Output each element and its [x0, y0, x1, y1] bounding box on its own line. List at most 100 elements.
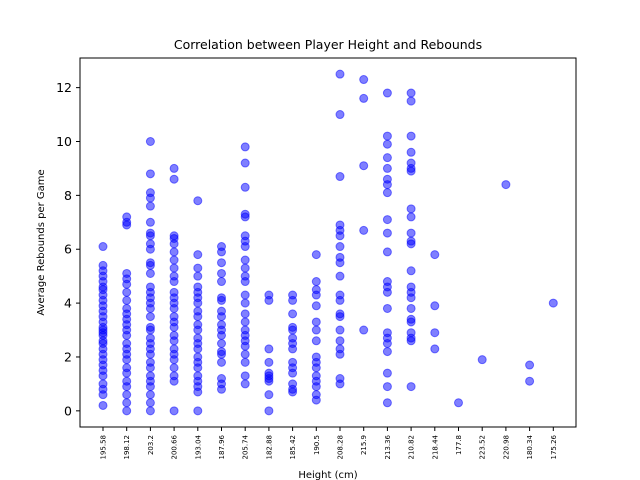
data-point [145, 231, 155, 241]
chart-title: Correlation between Player Height and Re… [174, 37, 482, 52]
data-point [406, 88, 416, 98]
data-point [145, 406, 155, 416]
data-point [406, 228, 416, 238]
data-point [98, 390, 108, 400]
data-point [382, 180, 392, 190]
data-point [264, 357, 274, 367]
data-point [240, 298, 250, 308]
data-point [240, 277, 250, 287]
x-tick-label: 213.36 [384, 434, 392, 459]
data-point [311, 250, 321, 260]
x-tick-label: 198.12 [123, 435, 131, 460]
data-point [145, 260, 155, 270]
data-point [145, 244, 155, 254]
data-point [98, 242, 108, 252]
data-point [169, 247, 179, 257]
data-point [145, 363, 155, 373]
data-point [311, 363, 321, 373]
x-axis-label: Height (cm) [298, 470, 357, 480]
data-point [240, 255, 250, 265]
data-point [193, 387, 203, 397]
data-point [240, 212, 250, 222]
data-point [145, 382, 155, 392]
data-point [193, 196, 203, 206]
data-point [288, 325, 298, 335]
data-point [382, 339, 392, 349]
data-point [193, 312, 203, 322]
data-point [382, 188, 392, 198]
x-tick-label: 190.5 [313, 435, 321, 455]
data-point [311, 336, 321, 346]
data-point [288, 309, 298, 319]
data-point [406, 96, 416, 106]
data-point [525, 376, 535, 386]
data-point [98, 371, 108, 381]
data-point [145, 349, 155, 359]
data-point [335, 312, 345, 322]
data-point [335, 271, 345, 281]
data-point [122, 330, 132, 340]
data-point [359, 325, 369, 335]
data-point [122, 368, 132, 378]
data-point [217, 339, 226, 349]
data-point [382, 228, 392, 238]
data-point [382, 153, 392, 163]
data-point [169, 277, 179, 287]
data-point [169, 174, 179, 184]
data-point [217, 349, 226, 359]
data-point [217, 330, 226, 340]
data-point [122, 382, 132, 392]
x-tick-label: 203.2 [147, 435, 155, 455]
data-point [382, 139, 392, 149]
x-tick-label: 205.74 [242, 434, 250, 459]
data-point [406, 336, 416, 346]
data-point [193, 263, 203, 273]
data-point [169, 406, 179, 416]
data-point [264, 376, 274, 386]
plot-frame [79, 57, 577, 428]
data-point [454, 398, 463, 408]
data-point [145, 169, 155, 179]
data-point [145, 390, 155, 400]
data-point [193, 325, 203, 335]
data-point [145, 268, 155, 278]
data-point [240, 309, 250, 319]
data-point [193, 406, 203, 416]
data-point [145, 325, 155, 335]
data-point [217, 357, 226, 367]
data-point [145, 136, 155, 146]
data-point [145, 398, 155, 408]
data-point [406, 293, 416, 303]
data-point [406, 317, 416, 327]
x-tick-label: 200.66 [171, 434, 179, 459]
data-point [98, 400, 108, 410]
data-point [169, 239, 179, 249]
data-point [406, 166, 416, 176]
data-point [240, 379, 250, 389]
data-point [122, 406, 132, 416]
data-point [122, 279, 132, 289]
x-tick-label: 177.8 [455, 435, 463, 455]
data-point [217, 277, 226, 287]
data-point [406, 266, 416, 276]
data-point [406, 204, 416, 214]
data-point [477, 355, 487, 365]
data-point [359, 93, 369, 103]
data-point [335, 349, 345, 359]
data-point [335, 325, 345, 335]
data-point [240, 349, 250, 359]
data-point [382, 287, 392, 297]
data-point [311, 395, 321, 405]
data-point [382, 368, 392, 378]
data-point [169, 376, 179, 386]
data-point [311, 277, 321, 287]
data-point [382, 215, 392, 225]
x-tick-label: 215.9 [360, 435, 368, 455]
data-point [240, 158, 250, 168]
points-layer [98, 69, 558, 416]
y-tick-label: 2 [64, 349, 72, 364]
x-axis: 195.58 198.12 203.2 200.66 193.04 187.96 205.7… [100, 427, 558, 460]
data-point [382, 88, 392, 98]
data-point [193, 298, 203, 308]
